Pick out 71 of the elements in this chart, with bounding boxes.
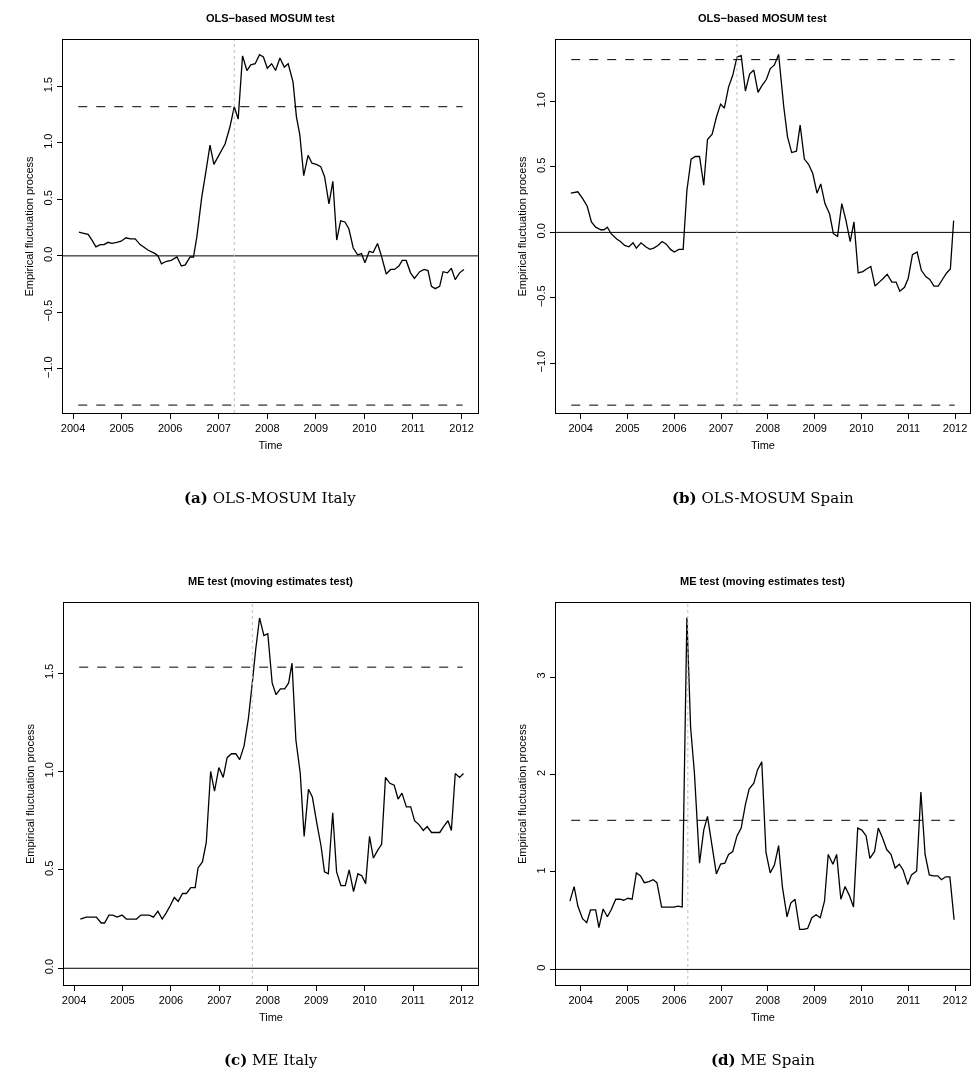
y-axis-title: Empirical fluctuation process bbox=[516, 723, 529, 865]
y-tick-label: −0.5 bbox=[535, 285, 548, 308]
x-tick-label: 2006 bbox=[158, 994, 184, 1007]
y-tick-label: −0.5 bbox=[42, 299, 55, 322]
x-tick-label: 2007 bbox=[206, 422, 231, 435]
x-tick-label: 2004 bbox=[61, 994, 87, 1007]
y-tick-label: 2 bbox=[535, 769, 548, 776]
x-tick-label: 2010 bbox=[849, 994, 874, 1007]
y-tick-label: 1.0 bbox=[535, 92, 548, 108]
y-tick-label: 0.0 bbox=[535, 223, 548, 239]
x-tick-label: 2008 bbox=[255, 422, 280, 435]
x-tick-label: 2005 bbox=[615, 422, 640, 435]
x-tick-label: 2007 bbox=[708, 422, 734, 435]
y-tick-label: 1.0 bbox=[42, 133, 55, 149]
x-tick-label: 2009 bbox=[802, 994, 827, 1007]
x-tick-label: 2006 bbox=[662, 994, 687, 1007]
x-tick-label: 2010 bbox=[849, 422, 874, 435]
y-tick-label: 0.5 bbox=[42, 190, 55, 206]
x-tick-label: 2004 bbox=[60, 422, 86, 435]
x-tick-label: 2011 bbox=[896, 994, 921, 1007]
chart-title: OLS−based MOSUM test bbox=[698, 12, 827, 24]
x-tick-label: 2004 bbox=[568, 994, 593, 1007]
x-tick-label: 2007 bbox=[207, 994, 232, 1007]
x-tick-label: 2012 bbox=[449, 422, 474, 435]
x-tick-label: 2008 bbox=[755, 422, 781, 435]
y-tick-label: 0 bbox=[535, 964, 548, 971]
x-tick-label: 2009 bbox=[303, 422, 329, 435]
y-tick-label: −1.0 bbox=[42, 356, 55, 379]
x-tick-label: 2012 bbox=[449, 994, 474, 1007]
x-tick-label: 2012 bbox=[942, 994, 968, 1007]
chart-title: ME test (moving estimates test) bbox=[188, 575, 354, 587]
x-tick-label: 2010 bbox=[352, 422, 377, 435]
y-tick-label: 1 bbox=[535, 867, 548, 874]
y-tick-label: 1.5 bbox=[42, 77, 55, 93]
x-tick-label: 2011 bbox=[401, 994, 425, 1007]
x-tick-label: 2009 bbox=[802, 422, 827, 435]
x-tick-label: 2010 bbox=[352, 994, 377, 1007]
text: (c) ME Italy bbox=[224, 1051, 318, 1069]
y-axis-title: Empirical fluctuation process bbox=[24, 723, 37, 865]
x-axis-title: Time bbox=[750, 439, 775, 452]
y-tick-label: 1.0 bbox=[43, 762, 56, 778]
x-tick-label: 2012 bbox=[942, 422, 968, 435]
x-axis-title: Time bbox=[258, 439, 283, 452]
x-axis-title: Time bbox=[258, 1011, 283, 1024]
x-tick-label: 2007 bbox=[708, 994, 734, 1007]
y-tick-label: 0.5 bbox=[43, 860, 56, 876]
text: (a) OLS-MOSUM Italy bbox=[184, 489, 357, 507]
y-axis-title: Empirical fluctuation process bbox=[516, 156, 529, 297]
x-tick-label: 2005 bbox=[110, 994, 135, 1007]
x-tick-label: 2011 bbox=[401, 422, 425, 435]
chart-title: OLS−based MOSUM test bbox=[206, 12, 335, 24]
chart-title: ME test (moving estimates test) bbox=[680, 575, 846, 587]
text: (b) OLS-MOSUM Spain bbox=[672, 489, 854, 507]
x-tick-label: 2005 bbox=[109, 422, 134, 435]
y-tick-label: 0.5 bbox=[535, 157, 548, 173]
y-tick-label: −1.0 bbox=[535, 350, 548, 373]
x-tick-label: 2006 bbox=[662, 422, 687, 435]
x-tick-label: 2011 bbox=[896, 422, 921, 435]
x-tick-label: 2006 bbox=[157, 422, 183, 435]
x-tick-label: 2004 bbox=[568, 422, 593, 435]
x-axis-title: Time bbox=[750, 1011, 775, 1024]
x-tick-label: 2008 bbox=[755, 994, 781, 1007]
y-tick-label: 1.5 bbox=[43, 663, 56, 680]
y-tick-label: 0.0 bbox=[43, 958, 56, 975]
x-tick-label: 2009 bbox=[304, 994, 329, 1007]
x-tick-label: 2005 bbox=[615, 994, 640, 1007]
y-tick-label: 3 bbox=[535, 672, 548, 679]
x-tick-label: 2008 bbox=[255, 994, 281, 1007]
text: (d) ME Spain bbox=[711, 1051, 816, 1069]
y-tick-label: 0.0 bbox=[42, 246, 55, 262]
y-axis-title: Empirical fluctuation process bbox=[23, 156, 36, 297]
